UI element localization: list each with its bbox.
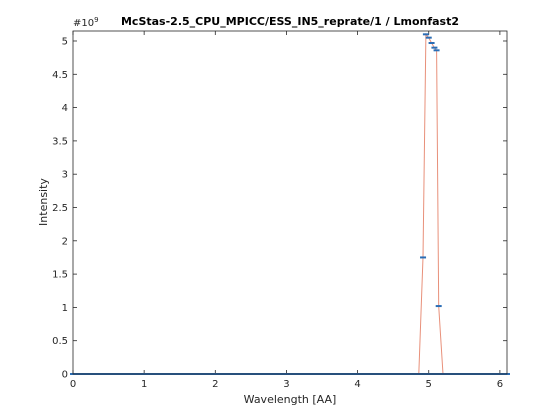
y-axis-label: Intensity (37, 178, 50, 226)
x-tick-label: 1 (141, 379, 147, 390)
y-tick-label: 3.5 (52, 136, 68, 147)
x-tick-label: 6 (497, 379, 503, 390)
x-tick-label: 5 (426, 379, 432, 390)
x-tick-label: 3 (283, 379, 289, 390)
axes-frame (72, 30, 508, 375)
chart-title: McStas-2.5_CPU_MPICC/ESS_IN5_reprate/1 /… (121, 15, 459, 28)
x-axis-label: Wavelength [AA] (244, 393, 337, 406)
y-tick-label: 0.5 (52, 336, 68, 347)
y-tick-label: 4.5 (52, 70, 68, 81)
plot-area (73, 31, 507, 374)
x-tick-label: 2 (212, 379, 218, 390)
y-tick-label: 4 (62, 103, 68, 114)
axis-ticks: 0 1 2 3 4 5 6 0 0.5 1 1.5 2 2.5 3 3.5 4 4.5 5 (52, 31, 507, 390)
y-tick-label: 2.5 (52, 203, 68, 214)
x-tick-label: 4 (354, 379, 360, 390)
y-tick-label: 5 (62, 36, 68, 47)
y-tick-label: 1.5 (52, 270, 68, 281)
y-tick-label: 2 (62, 236, 68, 247)
x-tick-label: 0 (70, 379, 76, 390)
y-exponent-power: 9 (94, 16, 98, 24)
y-tick-label: 0 (62, 370, 68, 381)
y-tick-label: 3 (62, 170, 68, 181)
y-exponent-label: #109 (73, 16, 99, 29)
y-tick-label: 1 (62, 303, 68, 314)
y-exponent-base: #10 (73, 18, 94, 29)
